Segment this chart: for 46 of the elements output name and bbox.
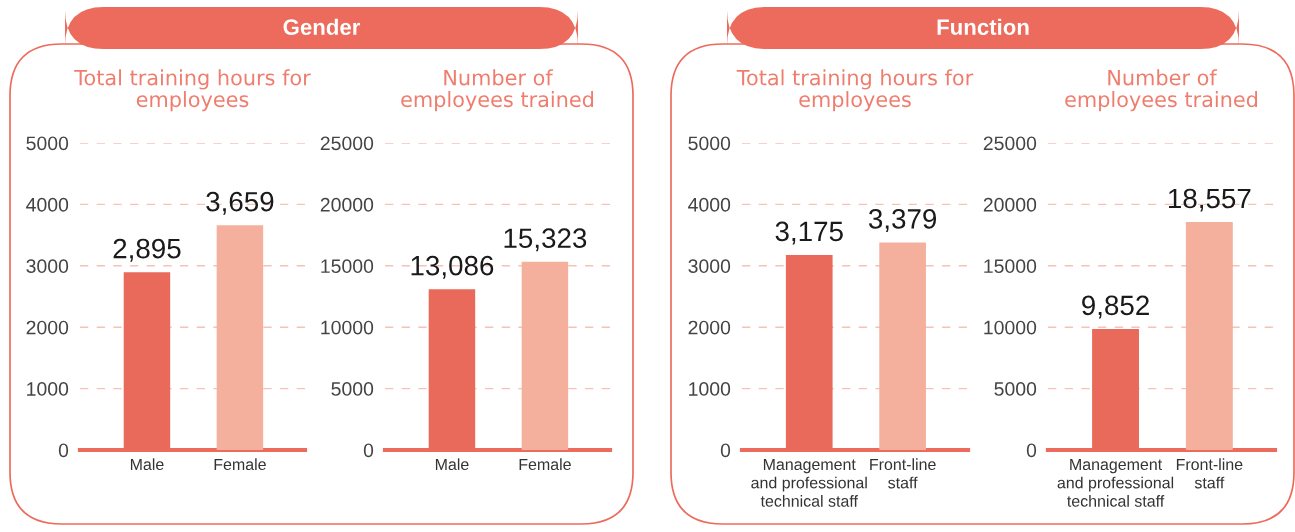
x-tick-label: Male xyxy=(435,458,469,471)
y-tick-label: 5000 xyxy=(26,136,69,151)
data-label: 9,852 xyxy=(1082,295,1149,319)
y-tick-label: 15000 xyxy=(984,259,1037,274)
data-label: 15,323 xyxy=(504,228,587,252)
y-tick-label: 15000 xyxy=(321,259,374,274)
data-label: 3,379 xyxy=(868,209,937,232)
y-tick-label: 2000 xyxy=(26,320,69,335)
x-tick-label: Management and professional technical staff xyxy=(751,458,867,507)
y-tick-label: 20000 xyxy=(320,197,374,212)
y-tick-label: 5000 xyxy=(994,382,1037,396)
y-tick-label: 0 xyxy=(720,443,731,458)
y-tick-label: 4000 xyxy=(26,197,69,212)
x-tick-label: Male xyxy=(130,458,164,471)
x-tick-label: Management and professional technical staff xyxy=(1057,458,1174,507)
y-tick-label: 5000 xyxy=(688,136,731,151)
data-label: 2,895 xyxy=(113,238,181,262)
y-tick-label: 25000 xyxy=(320,136,374,151)
x-tick-label: Female xyxy=(214,458,266,471)
chart-title: Total training hours for employees xyxy=(736,69,974,112)
data-label: 18,557 xyxy=(1168,188,1251,212)
chart-title: Number of employees trained xyxy=(1065,69,1258,112)
y-tick-label: 0 xyxy=(58,443,69,458)
x-tick-label: Female xyxy=(519,458,571,471)
y-tick-label: 5000 xyxy=(331,382,374,396)
y-tick-label: 0 xyxy=(363,443,374,458)
y-tick-label: 20000 xyxy=(983,197,1037,212)
chart-title: Number of employees trained xyxy=(401,69,594,112)
y-tick-label: 4000 xyxy=(688,197,731,212)
y-tick-label: 1000 xyxy=(27,382,69,396)
y-tick-label: 3000 xyxy=(26,259,69,274)
chart-title: Total training hours for employees xyxy=(74,69,311,112)
y-tick-label: 3000 xyxy=(688,259,731,274)
y-tick-label: 10000 xyxy=(984,320,1037,335)
y-tick-label: 1000 xyxy=(689,382,731,396)
text: Gender xyxy=(283,18,361,35)
y-tick-label: 25000 xyxy=(983,136,1037,151)
data-label: 3,659 xyxy=(206,191,274,215)
data-label: 3,175 xyxy=(775,221,843,245)
y-tick-label: 2000 xyxy=(688,320,731,335)
y-tick-label: 0 xyxy=(1026,443,1037,458)
x-tick-label: Front-line staff xyxy=(870,458,936,489)
y-tick-label: 10000 xyxy=(321,320,374,335)
x-tick-label: Front-line staff xyxy=(1176,458,1243,489)
data-label: 13,086 xyxy=(411,255,494,279)
text: Function xyxy=(937,18,1029,35)
